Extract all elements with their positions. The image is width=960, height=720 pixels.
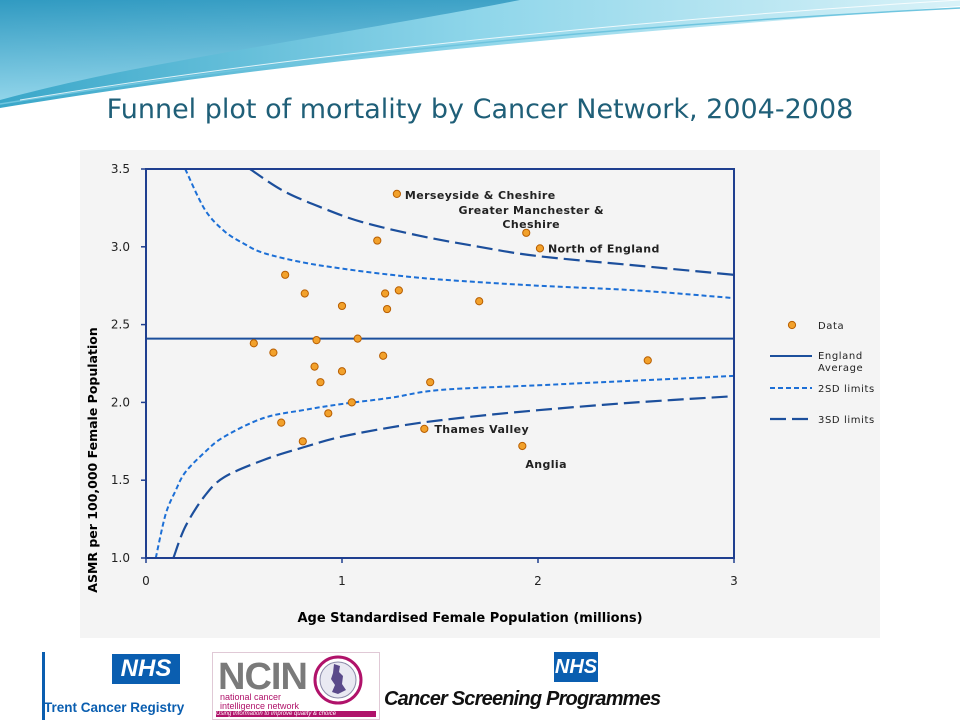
data-point xyxy=(373,236,382,245)
data-points-layer xyxy=(249,189,652,451)
slide-title: Funnel plot of mortality by Cancer Netwo… xyxy=(106,94,854,125)
data-point xyxy=(535,244,545,253)
data-point xyxy=(298,437,307,446)
data-point xyxy=(347,398,356,407)
y-tick-label: 3.0 xyxy=(111,240,130,254)
funnel-plot: 1.0 1.5 2.0 2.5 3.0 3.5 0 1 2 3 Merseyside & Ches… xyxy=(85,162,875,626)
x-tick-label: 1 xyxy=(338,574,346,588)
legend-data-marker xyxy=(787,320,797,330)
2sd-upper-limit-line xyxy=(184,169,734,300)
uk-map-globe-icon xyxy=(313,655,363,705)
trent-cancer-registry-logo: NHS Trent Cancer Registry xyxy=(42,652,185,720)
ncin-tagline: Using information to improve quality & c… xyxy=(216,711,376,717)
axes-layer: 1.0 1.5 2.0 2.5 3.0 3.5 0 1 2 3 xyxy=(111,162,738,588)
header-swoosh-decoration xyxy=(0,0,960,108)
2sd-lower-limit-line xyxy=(154,374,734,558)
csp-logo-text: Cancer Screening Programmes xyxy=(384,688,661,710)
data-point xyxy=(337,301,347,311)
data-point xyxy=(316,378,325,387)
y-tick-label: 1.0 xyxy=(111,551,130,565)
data-point xyxy=(420,424,429,433)
trent-logo-text: Trent Cancer Registry xyxy=(44,700,185,715)
x-tick-label: 2 xyxy=(534,574,542,588)
y-tick-label: 2.5 xyxy=(111,318,130,332)
data-point xyxy=(353,334,362,343)
data-point xyxy=(382,304,392,314)
data-point xyxy=(312,336,321,345)
data-point xyxy=(475,297,484,306)
legend-label-3sd: 3SD limits xyxy=(818,415,875,426)
data-point xyxy=(394,286,403,295)
data-point xyxy=(518,441,527,451)
data-point xyxy=(426,378,435,387)
data-point xyxy=(522,228,531,237)
legend-label-2sd: 2SD limits xyxy=(818,384,875,395)
point-label: Thames Valley xyxy=(434,423,529,436)
data-point xyxy=(337,367,347,376)
data-point xyxy=(643,356,652,365)
data-point xyxy=(281,270,290,279)
data-point xyxy=(392,189,401,198)
data-point xyxy=(249,339,258,348)
point-label: Merseyside & Cheshire xyxy=(405,189,556,202)
data-point xyxy=(277,418,286,427)
3sd-lower-limit-line xyxy=(172,395,734,558)
point-label: Greater Manchester & Cheshire xyxy=(459,204,604,231)
legend-label-england-average: England Average xyxy=(818,351,863,374)
data-point xyxy=(269,348,278,357)
cancer-screening-programmes-logo: NHS Cancer Screening Programmes xyxy=(384,650,661,720)
x-axis-title: Age Standardised Female Population (mill… xyxy=(297,611,642,626)
data-point xyxy=(379,351,388,360)
data-point xyxy=(381,289,390,298)
legend: Data England Average 2SD limits 3SD limits xyxy=(770,320,875,426)
point-label: North of England xyxy=(548,242,660,255)
plot-area-frame xyxy=(145,168,735,559)
ncin-subtitle-1: national cancer xyxy=(220,692,282,702)
y-tick-label: 1.5 xyxy=(111,473,130,487)
3sd-upper-limit-line xyxy=(249,169,734,276)
y-tick-label: 2.0 xyxy=(111,395,130,409)
y-tick-label: 3.5 xyxy=(111,162,130,176)
point-label: Anglia xyxy=(525,458,567,471)
nhs-badge: NHS xyxy=(554,652,598,682)
y-axis-title: ASMR per 100,000 Female Population xyxy=(85,327,100,592)
control-limit-layer xyxy=(154,169,734,558)
data-point xyxy=(324,409,333,418)
x-tick-label: 3 xyxy=(730,574,738,588)
data-point xyxy=(310,362,319,371)
chart-panel-background xyxy=(80,150,880,638)
legend-label-data: Data xyxy=(818,321,844,332)
nhs-badge: NHS xyxy=(112,654,180,684)
ncin-subtitle-2: intelligence network xyxy=(220,701,300,711)
data-point xyxy=(300,289,309,298)
ncin-wordmark: NCIN xyxy=(218,656,308,698)
point-labels-layer: Merseyside & Cheshire Greater Manchester … xyxy=(405,189,660,471)
ncin-logo: NCIN national cancer intelligence networ… xyxy=(212,652,380,720)
x-tick-label: 0 xyxy=(142,574,150,588)
